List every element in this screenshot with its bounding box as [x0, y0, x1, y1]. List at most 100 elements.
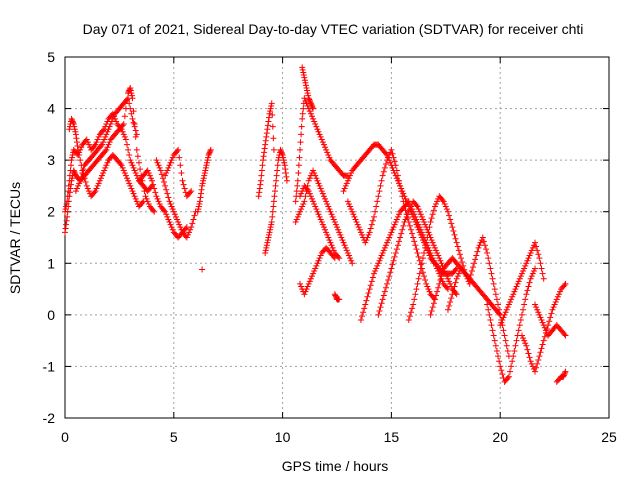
- data-point: [412, 242, 419, 249]
- data-point: [353, 219, 360, 226]
- data-point: [431, 203, 438, 210]
- data-point: [329, 244, 336, 251]
- data-point: [126, 151, 133, 158]
- y-tick-label: -2: [43, 410, 56, 426]
- data-point: [168, 203, 175, 210]
- data-point: [101, 167, 108, 174]
- data-point: [450, 287, 457, 294]
- data-point: [292, 198, 299, 205]
- data-point: [382, 284, 389, 291]
- data-point: [379, 172, 386, 179]
- data-point: [492, 342, 499, 349]
- data-point: [104, 128, 111, 135]
- data-point: [525, 255, 532, 262]
- data-point: [362, 239, 369, 246]
- data-point: [78, 162, 85, 169]
- data-point: [179, 177, 186, 184]
- data-point: [162, 208, 169, 215]
- data-point: [330, 216, 337, 223]
- data-point: [121, 113, 128, 120]
- data-point: [130, 190, 137, 197]
- data-point: [315, 128, 322, 135]
- data-point: [270, 146, 277, 153]
- data-point: [174, 148, 181, 155]
- data-point: [496, 306, 503, 313]
- data-point: [536, 255, 543, 262]
- data-point: [413, 216, 420, 223]
- data-point: [155, 198, 162, 205]
- data-point: [317, 252, 324, 259]
- data-point: [300, 69, 307, 76]
- data-point: [76, 151, 83, 158]
- data-point: [389, 226, 396, 233]
- y-tick-label: -1: [43, 358, 56, 374]
- data-point: [206, 150, 213, 157]
- data-point: [262, 137, 269, 144]
- data-point: [141, 188, 148, 195]
- data-point: [451, 283, 458, 290]
- data-point: [307, 99, 314, 106]
- data-point: [305, 177, 312, 184]
- data-point: [311, 200, 318, 207]
- data-point: [532, 301, 539, 308]
- data-point: [527, 249, 534, 256]
- data-point: [318, 219, 325, 226]
- data-point: [305, 92, 312, 99]
- data-point: [472, 256, 479, 263]
- data-point: [266, 114, 272, 121]
- data-point: [525, 350, 532, 357]
- data-point: [154, 195, 161, 202]
- data-point: [512, 286, 519, 293]
- data-point: [305, 188, 312, 195]
- data-point: [495, 353, 502, 360]
- data-point: [300, 200, 307, 207]
- data-point: [400, 222, 407, 229]
- data-point: [207, 148, 214, 155]
- data-point: [205, 151, 212, 158]
- data-point: [484, 301, 491, 308]
- data-point: [176, 154, 183, 161]
- data-point: [311, 118, 318, 125]
- data-point: [392, 162, 399, 169]
- data-point: [442, 270, 449, 277]
- data-point: [562, 332, 569, 339]
- data-point: [264, 239, 271, 246]
- data-point: [297, 146, 304, 153]
- data-point: [483, 246, 490, 253]
- data-point: [187, 189, 194, 196]
- data-point: [320, 224, 327, 231]
- data-point: [417, 211, 424, 218]
- data-point: [557, 288, 564, 295]
- y-tick-label: 4: [47, 101, 55, 117]
- data-point: [105, 141, 112, 148]
- data-point: [66, 126, 73, 133]
- data-point: [468, 268, 475, 275]
- data-point: [389, 150, 396, 157]
- data-point: [350, 211, 357, 218]
- data-point: [106, 139, 113, 146]
- data-point: [393, 246, 400, 253]
- data-point: [144, 198, 151, 205]
- data-point: [272, 182, 279, 189]
- data-point: [532, 265, 539, 272]
- data-point: [67, 185, 74, 192]
- data-point: [489, 275, 496, 282]
- data-point: [475, 244, 482, 251]
- data-point: [537, 349, 544, 356]
- data-point: [70, 119, 77, 126]
- data-point: [166, 162, 173, 169]
- data-point: [126, 180, 133, 187]
- data-point: [202, 164, 209, 171]
- data-point: [488, 270, 495, 277]
- data-point: [315, 180, 322, 187]
- data-point: [419, 255, 426, 262]
- data-point: [412, 213, 419, 220]
- data-point: [390, 224, 397, 231]
- data-point: [422, 277, 429, 284]
- data-point: [323, 229, 330, 236]
- data-point: [532, 239, 539, 246]
- data-point: [426, 288, 433, 295]
- data-point: [354, 221, 361, 228]
- data-point: [331, 219, 338, 226]
- data-point: [205, 154, 212, 161]
